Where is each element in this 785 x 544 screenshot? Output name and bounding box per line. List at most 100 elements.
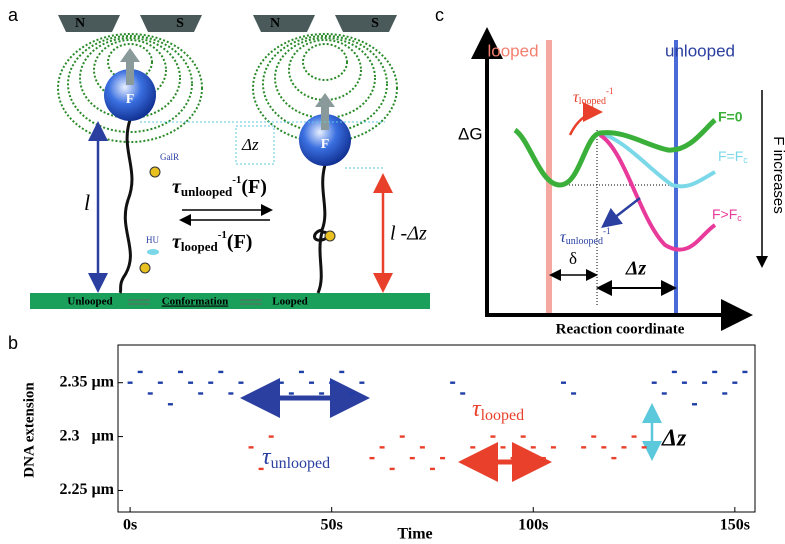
- annotation-tau: τ: [472, 396, 482, 422]
- panel-label: c: [435, 5, 444, 25]
- panel-a: N S N S F F GalR HU l Δz l -Δz τunlooped…: [30, 15, 430, 309]
- energy-curve: [513, 118, 717, 188]
- protein: [139, 262, 151, 274]
- curve-label-sub: c: [737, 213, 742, 223]
- energy-curve: [599, 131, 716, 189]
- data-point: [419, 446, 425, 449]
- data-point: [228, 392, 234, 395]
- magnet-pole: S: [176, 16, 184, 31]
- data-point: [712, 370, 718, 374]
- data-point: [258, 467, 264, 471]
- rate-arg: (F): [227, 231, 253, 253]
- data-point: [581, 446, 587, 449]
- data-point: [742, 370, 748, 374]
- annotation-sub: looped: [481, 407, 525, 424]
- force-increase-label: F increases: [770, 136, 785, 214]
- data-point: [671, 370, 677, 374]
- magnet-pole: S: [371, 16, 379, 31]
- data-point: [389, 467, 395, 471]
- delta-z-box: [235, 125, 275, 165]
- data-point: [379, 446, 385, 449]
- protein: [324, 230, 336, 242]
- data-point: [460, 392, 466, 395]
- protein-label: HU: [146, 235, 159, 245]
- curve-label: F>Fc: [712, 206, 742, 224]
- rate-label: τlooped-1(F): [172, 229, 252, 254]
- x-axis-label: Time: [397, 526, 432, 543]
- magnet-pole: N: [75, 16, 85, 31]
- data-point: [208, 381, 214, 384]
- annotation: τunlooped: [262, 444, 330, 472]
- distance-label: Δz: [625, 258, 647, 280]
- magnets: [58, 15, 397, 32]
- data-point: [248, 446, 254, 449]
- rate-tau: τ: [172, 231, 182, 253]
- data-point: [329, 381, 335, 384]
- curve-label: F=0: [718, 109, 743, 125]
- panel-label: a: [8, 5, 19, 25]
- data-point: [571, 392, 577, 395]
- data-point: [188, 381, 194, 384]
- length-label: l: [84, 190, 90, 215]
- field-lines: [57, 33, 398, 143]
- panel-b: DNA extension Time τunlooped τlooped Δz …: [21, 344, 756, 543]
- data-point: [510, 456, 516, 460]
- protein: [149, 166, 161, 178]
- data-point: [127, 381, 133, 384]
- force-arrow: [120, 48, 140, 85]
- rate-sup: -1: [232, 174, 241, 186]
- unlooped-line: [674, 40, 678, 315]
- rate-sup: -1: [606, 86, 614, 96]
- state-label: unlooped: [665, 41, 735, 60]
- y-tick-label: 2.25 µm: [59, 481, 114, 498]
- data-point: [319, 392, 325, 395]
- data-point: [611, 456, 617, 460]
- annotation-sub: unlooped: [271, 455, 331, 472]
- conformation-arrow: [128, 299, 150, 305]
- data-point: [157, 381, 163, 384]
- x-tick-label: 50s: [321, 517, 343, 534]
- annotation: Δz: [661, 426, 687, 452]
- rate-label: τlooped-1: [573, 86, 613, 107]
- data-point: [399, 435, 405, 438]
- conformation-arrow: [240, 299, 262, 305]
- curve-label-main: F>F: [712, 206, 737, 222]
- data-point: [651, 381, 657, 384]
- conformation-label: Unlooped: [67, 296, 112, 308]
- plot-frame: [117, 344, 756, 513]
- data-point: [440, 456, 446, 460]
- data-point: [641, 446, 647, 449]
- x-tick-label: 0s: [123, 517, 137, 534]
- data-point: [692, 403, 698, 406]
- energy-curve: [598, 133, 717, 252]
- rate-sub: unlooped: [566, 236, 603, 247]
- data-point: [198, 392, 204, 395]
- bead: [104, 69, 156, 121]
- panel-label: b: [8, 333, 18, 353]
- data-point: [147, 392, 153, 395]
- x-label: Reaction coordinate: [556, 321, 685, 337]
- data-point: [137, 370, 143, 374]
- x-tick-label: 150s: [720, 517, 750, 534]
- rate-sub: looped: [181, 239, 219, 254]
- rate-label: τunlooped-1: [560, 226, 610, 247]
- data-point: [520, 435, 526, 438]
- data-point: [550, 446, 556, 449]
- distance-label: δ: [569, 249, 577, 268]
- rate-arg: (F): [241, 176, 267, 198]
- data-point: [601, 446, 607, 449]
- conformation-label: Conformation: [162, 296, 229, 308]
- rate-tau: τ: [573, 89, 580, 106]
- rate-sup: -1: [603, 226, 611, 236]
- rate-arrow: [601, 197, 641, 229]
- data-point: [621, 446, 627, 449]
- data-point: [500, 446, 506, 449]
- data-point: [560, 381, 566, 384]
- data-point: [470, 446, 476, 449]
- rate-sup: -1: [218, 229, 227, 241]
- bead: [299, 114, 351, 166]
- data-point: [177, 370, 183, 374]
- rate-sub: unlooped: [181, 184, 233, 199]
- protein: [147, 249, 159, 255]
